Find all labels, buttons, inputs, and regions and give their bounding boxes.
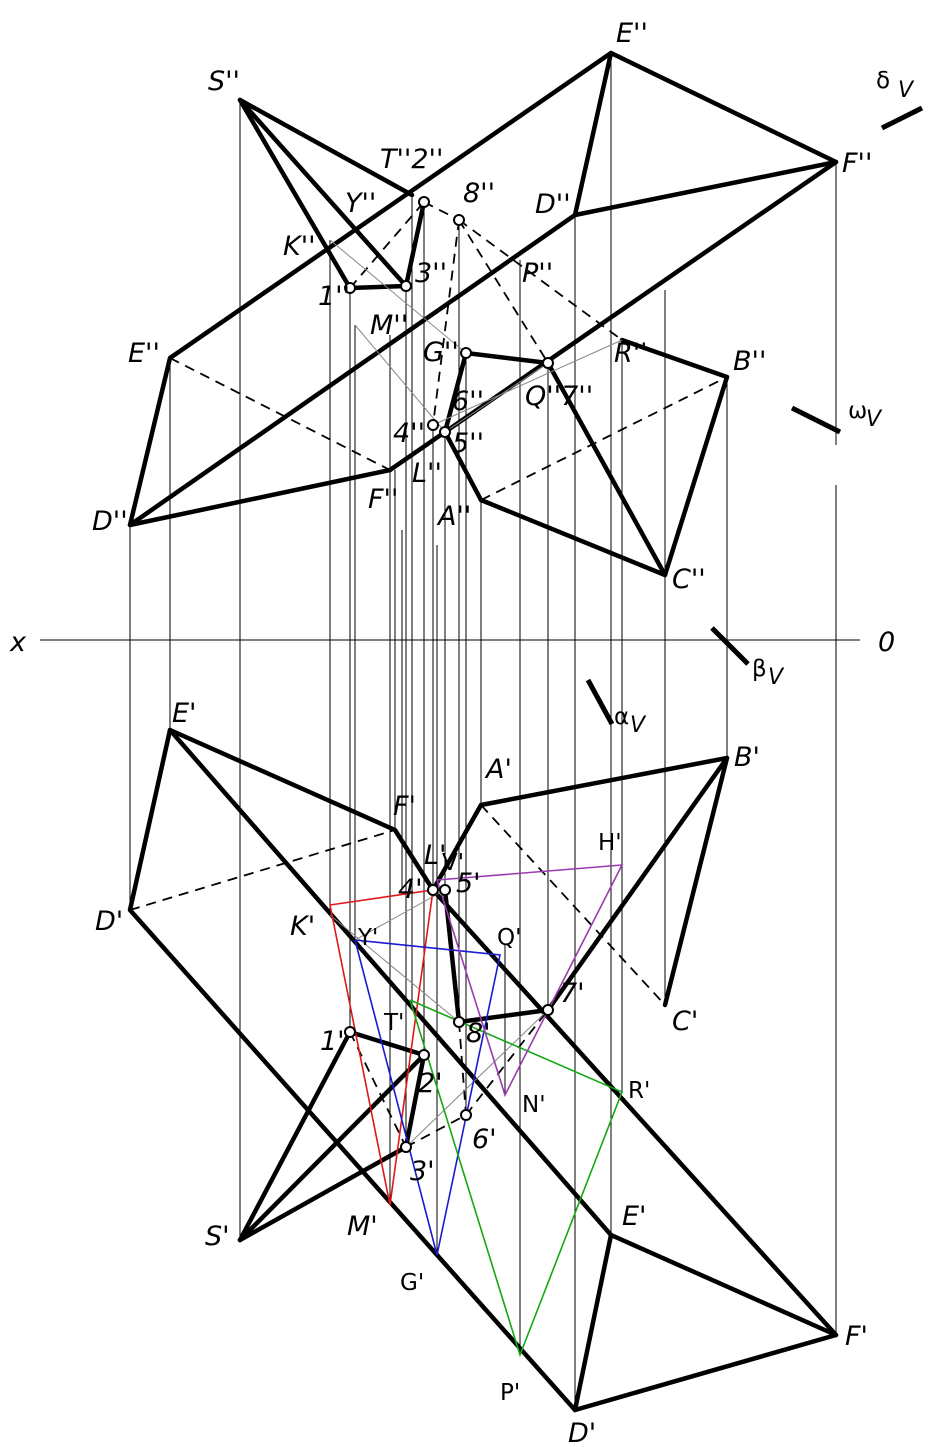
label-c-frontal: C'' bbox=[672, 564, 706, 595]
pyramid-s-horizontal bbox=[237, 1029, 427, 1243]
beta-trace bbox=[710, 626, 750, 666]
label-p-horizontal: P' bbox=[500, 1380, 520, 1406]
label-6-horizontal: 6' bbox=[472, 1124, 497, 1155]
alpha-trace-label: α bbox=[614, 704, 629, 730]
label-2-horizontal: 2' bbox=[418, 1068, 443, 1099]
labels-horizontal: E' A' B' F' H' L' V' 4' 5' D' K' Y' Q' 7… bbox=[95, 698, 868, 1447]
label-d-left-horizontal: D' bbox=[95, 906, 123, 937]
omega-trace bbox=[790, 405, 842, 435]
label-6-frontal: 6'' bbox=[452, 386, 484, 417]
intersection-frontal bbox=[329, 201, 623, 503]
label-m-frontal: M'' bbox=[370, 310, 408, 341]
delta-trace-label: δ bbox=[876, 68, 890, 94]
frontal-projection: S'' E'' F'' T''2'' Y'' 8'' D'' K'' 1'' 3… bbox=[92, 18, 872, 595]
label-p-frontal: P'' bbox=[522, 258, 553, 289]
label-c-horizontal: C' bbox=[672, 1006, 698, 1037]
x-axis: x 0 bbox=[9, 627, 895, 658]
label-q-horizontal: Q' bbox=[497, 925, 521, 951]
label-f-mid-frontal: F'' bbox=[368, 484, 398, 515]
label-e-top-frontal: E'' bbox=[616, 18, 648, 49]
label-r-horizontal: R' bbox=[628, 1078, 650, 1104]
label-8-horizontal: 8' bbox=[466, 1018, 491, 1049]
label-n-horizontal: N' bbox=[522, 1092, 546, 1118]
beta-trace-label: β bbox=[752, 656, 767, 682]
label-k-frontal: K'' bbox=[283, 231, 316, 262]
omega-trace-label: ω bbox=[848, 398, 867, 424]
label-l-horizontal: L' bbox=[424, 840, 446, 871]
label-d-bottom-horizontal: D' bbox=[568, 1418, 596, 1447]
label-v-horizontal: V' bbox=[442, 850, 464, 876]
projection-lines bbox=[129, 53, 837, 1410]
label-r-frontal: R'' bbox=[614, 338, 648, 369]
x-axis-label: x bbox=[9, 627, 27, 658]
label-7-horizontal: 7' bbox=[560, 978, 585, 1009]
label-f-right-frontal: F'' bbox=[842, 148, 872, 179]
label-m-horizontal: M' bbox=[347, 1211, 378, 1242]
label-e-right-horizontal: E' bbox=[622, 1201, 646, 1232]
label-g-horizontal: G' bbox=[400, 1270, 424, 1296]
label-y-horizontal: Y' bbox=[357, 925, 378, 951]
label-b-frontal: B'' bbox=[733, 346, 766, 377]
alpha-trace-subscript: V bbox=[630, 713, 647, 738]
alpha-trace bbox=[585, 678, 615, 726]
label-a-horizontal: A' bbox=[484, 754, 512, 785]
label-t-horizontal: T' bbox=[383, 1010, 404, 1036]
aux-triangle-purple bbox=[436, 864, 624, 1098]
label-f-right-horizontal: F' bbox=[845, 1321, 868, 1352]
plane-traces: δ V ω V β V α V bbox=[585, 68, 924, 738]
label-t2-frontal: T''2'' bbox=[380, 144, 443, 175]
delta-trace bbox=[880, 105, 924, 131]
label-4-frontal: 4'' bbox=[393, 418, 425, 449]
label-l-frontal: L'' bbox=[412, 458, 442, 489]
label-h-horizontal: H' bbox=[598, 830, 622, 856]
labels-frontal: S'' E'' F'' T''2'' Y'' 8'' D'' K'' 1'' 3… bbox=[92, 18, 872, 595]
label-b-horizontal: B' bbox=[734, 742, 760, 773]
label-f-horizontal: F' bbox=[393, 791, 416, 822]
pyramid-abc-frontal bbox=[478, 337, 730, 578]
aux-triangle-green bbox=[409, 999, 624, 1358]
aux-triangle-red bbox=[329, 889, 434, 1206]
prism-horizontal bbox=[127, 727, 839, 1413]
pyramid-abc-horizontal bbox=[478, 755, 730, 1013]
label-q7-frontal: Q''7'' bbox=[525, 381, 593, 412]
label-3-frontal: 3'' bbox=[415, 258, 447, 289]
beta-trace-subscript: V bbox=[768, 665, 785, 690]
label-s-frontal: S'' bbox=[208, 66, 240, 97]
label-a-frontal: A'' bbox=[436, 501, 471, 532]
aux-triangle-blue bbox=[354, 939, 501, 1256]
label-s-horizontal: S' bbox=[205, 1221, 230, 1252]
points-horizontal bbox=[344, 884, 554, 1153]
label-e-left-frontal: E'' bbox=[128, 338, 160, 369]
omega-trace-subscript: V bbox=[866, 407, 883, 432]
label-k-horizontal: K' bbox=[290, 911, 315, 942]
o-axis-label: 0 bbox=[878, 627, 895, 658]
label-d-left-frontal: D'' bbox=[92, 506, 128, 537]
points-frontal bbox=[344, 196, 554, 438]
horizontal-projection: E' A' B' F' H' L' V' 4' 5' D' K' Y' Q' 7… bbox=[95, 698, 868, 1447]
label-5-frontal: 5'' bbox=[452, 428, 484, 459]
label-8-frontal: 8'' bbox=[463, 178, 495, 209]
label-g-frontal: G'' bbox=[423, 337, 459, 368]
label-3-horizontal: 3' bbox=[410, 1156, 435, 1187]
delta-trace-subscript: V bbox=[898, 78, 915, 103]
pyramid-s-frontal bbox=[237, 97, 427, 291]
label-5-horizontal: 5' bbox=[456, 868, 481, 899]
label-d-mid-frontal: D'' bbox=[535, 189, 571, 220]
label-y-frontal: Y'' bbox=[345, 188, 376, 219]
label-e-left-horizontal: E' bbox=[172, 698, 196, 729]
label-4-horizontal: 4' bbox=[398, 874, 423, 905]
label-1-horizontal: 1' bbox=[320, 1026, 345, 1057]
label-1-frontal: 1'' bbox=[318, 281, 350, 312]
